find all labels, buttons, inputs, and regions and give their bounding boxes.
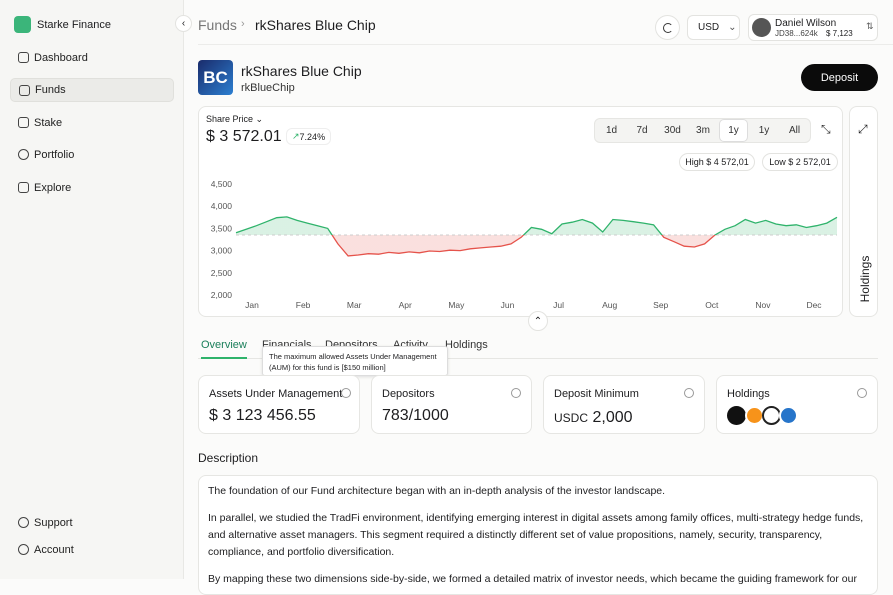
holding-icon	[779, 406, 798, 425]
stat-label: Deposit Minimum	[554, 388, 639, 400]
tab[interactable]: Holdings	[445, 339, 488, 351]
x-tick-label: May	[448, 300, 465, 310]
theme-toggle[interactable]	[655, 15, 680, 40]
y-tick-label: 4,000	[211, 201, 233, 211]
expand-icon: ⤢	[858, 122, 868, 136]
breadcrumb-link[interactable]: Funds	[198, 17, 237, 33]
currency: USD	[698, 22, 720, 33]
sidebar: Starke Finance Dashboard Funds Stake Por…	[0, 0, 184, 579]
paragraph: In parallel, we studied the TradFi envir…	[208, 512, 864, 558]
price-line	[235, 216, 838, 257]
fund-name: rkShares Blue Chip	[241, 63, 362, 79]
brand-logo	[14, 16, 31, 33]
chart-label: Share Price ⌄	[206, 114, 264, 124]
price-chart: 4,500 4,000 3,500 3,000 2,500 2,000 Jan Feb Mar A…	[211, 179, 838, 310]
x-tick-label: Jun	[501, 300, 515, 310]
x-tick-label: Nov	[755, 300, 771, 310]
price-change: ↗ 7.24%	[286, 128, 332, 145]
nav-item[interactable]: Portfolio	[10, 143, 174, 167]
share-price: $ 3 572.01	[206, 128, 282, 145]
nav-label: Account	[34, 544, 74, 556]
user-balance: $ 7,123	[826, 29, 853, 38]
stat-value: 783/1000	[382, 407, 449, 424]
nav-item[interactable]: Account	[10, 538, 174, 562]
range-button[interactable]: All	[788, 125, 801, 136]
x-tick-label: Jan	[245, 300, 259, 310]
user-address: JD38...624k	[775, 29, 818, 38]
tab-divider	[198, 358, 878, 359]
user-menu[interactable]: Daniel Wilson JD38...624k $ 7,123 ⇅	[748, 14, 878, 41]
low-pill: Low $ 2 572,01	[762, 153, 838, 171]
stat-label: Holdings	[727, 388, 770, 400]
fund-logo: BC	[198, 60, 233, 95]
nav-item[interactable]: Dashboard	[10, 46, 174, 70]
paragraph: The foundation of our Fund architecture …	[208, 485, 666, 497]
range-button[interactable]: 1d	[605, 125, 618, 136]
y-tick-label: 2,000	[211, 290, 233, 300]
nav-label: Portfolio	[34, 149, 75, 161]
high-pill: High $ 4 572,01	[679, 153, 755, 171]
expand-button[interactable]: ⌃	[528, 311, 548, 331]
stat-value: $ 3 123 456.55	[209, 407, 316, 424]
range-button[interactable]: 7d	[636, 125, 648, 136]
tooltip: The maximum allowed Assets Under Managem…	[262, 346, 448, 376]
nav-label: Explore	[34, 182, 72, 194]
stat-label: Depositors	[382, 388, 435, 400]
nav-item[interactable]: Explore	[10, 176, 174, 200]
paragraph: By mapping these two dimensions side-by-…	[208, 573, 857, 585]
range-button[interactable]: 3m	[696, 125, 710, 136]
stat-card: Depositors 783/1000	[371, 375, 532, 434]
range-button[interactable]: 1y	[758, 125, 770, 136]
range-button[interactable]: 1y	[719, 119, 748, 142]
tab[interactable]: Overview	[201, 339, 247, 359]
nav-item[interactable]: Stake	[10, 111, 174, 135]
breadcrumb-sep: ›	[241, 18, 245, 30]
x-tick-label: Apr	[399, 300, 412, 310]
chart-card: Share Price ⌄ $ 3 572.01 ↗ 7.24% 1d 7d 30d 3…	[198, 106, 843, 317]
y-tick-label: 4,500	[211, 179, 233, 189]
stat-card: Deposit Minimum USDC 2,000	[543, 375, 705, 434]
side-panel-title: Holdings	[858, 255, 872, 303]
nav-item[interactable]: Support	[10, 511, 174, 535]
y-tick-label: 3,500	[211, 223, 233, 233]
x-tick-label: Jul	[553, 300, 564, 310]
collapse-button[interactable]: ‹	[175, 15, 192, 32]
range-button[interactable]: 30d	[664, 125, 681, 136]
y-tick-label: 3,000	[211, 246, 233, 256]
x-tick-label: Sep	[653, 300, 668, 310]
user-name: Daniel Wilson	[775, 18, 837, 29]
stat-card: Holdings	[716, 375, 878, 434]
description-title: Description	[198, 451, 259, 465]
x-tick-label: Dec	[806, 300, 822, 310]
nav-label: Stake	[34, 117, 63, 129]
stat-card: Assets Under Management $ 3 123 456.55	[198, 375, 360, 434]
nav-item[interactable]: Funds	[10, 78, 174, 102]
range-selector: 1d 7d 30d 3m 1y 1y All	[594, 118, 811, 143]
deposit-button[interactable]: Deposit	[801, 64, 878, 91]
stat-unit: USDC	[554, 411, 589, 425]
breadcrumb-current: rkShares Blue Chip	[255, 17, 376, 33]
holding-icon	[727, 406, 746, 425]
nav-label: Support	[34, 517, 73, 529]
stat-label: Assets Under Management	[209, 388, 343, 400]
chart-label-text: Share Price	[206, 114, 254, 124]
x-tick-label: Oct	[705, 300, 719, 310]
nav-label: Funds	[35, 84, 66, 96]
currency-select[interactable]: USD ⌄	[687, 15, 740, 40]
x-tick-label: Aug	[602, 300, 617, 310]
x-tick-label: Feb	[296, 300, 311, 310]
y-tick-label: 2,500	[211, 268, 233, 278]
divider	[198, 44, 893, 45]
x-tick-label: Mar	[347, 300, 362, 310]
area	[236, 216, 837, 256]
price-change-value: 7.24%	[299, 131, 326, 142]
brand-name: Starke Finance	[37, 19, 111, 31]
description-box: The foundation of our Fund architecture …	[198, 475, 878, 595]
stat-value: 2,000	[592, 409, 633, 426]
fund-ticker: rkBlueChip	[241, 82, 295, 94]
holdings-panel[interactable]: ⤢ Holdings	[849, 106, 878, 317]
nav-label: Dashboard	[34, 52, 88, 64]
collapse-chart[interactable]: ⤡	[821, 122, 831, 136]
